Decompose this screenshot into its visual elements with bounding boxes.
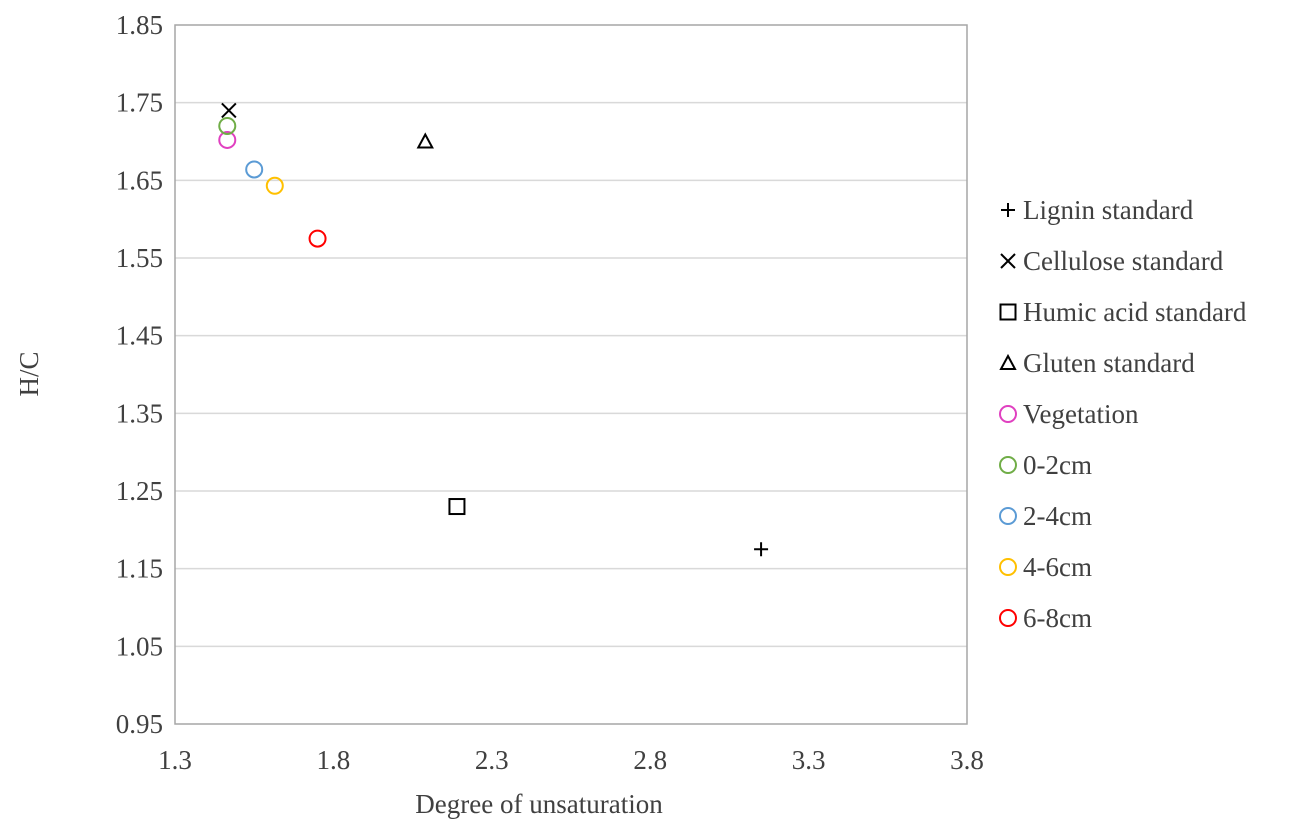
- legend-item: 6-8cm: [999, 603, 1092, 633]
- legend-label: Humic acid standard: [1023, 297, 1247, 327]
- legend-marker: [1001, 203, 1015, 217]
- legend-label: Vegetation: [1023, 399, 1139, 429]
- legend-marker: [999, 303, 1017, 321]
- x-tick-label: 3.8: [950, 745, 984, 775]
- y-axis-tick-labels: 0.95 1.05 1.15 1.25 1.35 1.45 1.55 1.65 1.75 1.85: [116, 10, 163, 739]
- legend-item: Gluten standard: [999, 348, 1195, 378]
- y-tick-label: 1.05: [116, 631, 163, 661]
- x-tick-label: 1.3: [158, 745, 192, 775]
- legend-label: 2-4cm: [1023, 501, 1092, 531]
- data-point: [218, 130, 237, 149]
- x-axis-tick-labels: 1.3 1.8 2.3 2.8 3.3 3.8: [158, 745, 984, 775]
- legend-item: Cellulose standard: [1000, 246, 1224, 276]
- data-point: [308, 229, 327, 248]
- x-tick-label: 1.8: [317, 745, 351, 775]
- y-tick-label: 1.85: [116, 10, 163, 40]
- legend-item: 4-6cm: [999, 552, 1092, 582]
- legend-label: Lignin standard: [1023, 195, 1194, 225]
- data-point: [448, 498, 466, 516]
- legend-marker: [1000, 253, 1016, 269]
- legend-item: 0-2cm: [999, 450, 1092, 480]
- data-point: [416, 132, 434, 149]
- y-tick-label: 1.35: [116, 398, 163, 428]
- y-tick-label: 1.55: [116, 243, 163, 273]
- y-tick-label: 1.45: [116, 321, 163, 351]
- y-tick-label: 1.15: [116, 554, 163, 584]
- legend-marker: [999, 507, 1017, 525]
- y-axis-title: H/C: [14, 351, 44, 396]
- data-point: [265, 176, 284, 195]
- x-tick-label: 2.3: [475, 745, 509, 775]
- x-tick-label: 3.3: [792, 745, 826, 775]
- legend-marker: [999, 558, 1017, 576]
- data-point: [218, 116, 237, 135]
- legend-label: Cellulose standard: [1023, 246, 1224, 276]
- legend-marker: [999, 405, 1017, 423]
- legend-marker: [999, 353, 1017, 370]
- y-tick-label: 1.65: [116, 165, 163, 195]
- data-point: [221, 102, 237, 119]
- data-point: [754, 542, 769, 557]
- legend-marker: [999, 609, 1017, 627]
- legend-label: 4-6cm: [1023, 552, 1092, 582]
- y-tick-label: 1.25: [116, 476, 163, 506]
- legend-item: Humic acid standard: [999, 297, 1247, 327]
- legend-label: Gluten standard: [1023, 348, 1195, 378]
- legend: Lignin standard Cellulose standard Humic a…: [999, 195, 1247, 633]
- legend-marker: [999, 456, 1017, 474]
- plot-area-frame: [174, 24, 968, 725]
- y-tick-label: 1.75: [116, 88, 163, 118]
- data-points: [218, 102, 769, 557]
- y-tick-label: 0.95: [116, 709, 163, 739]
- grid-lines: [175, 101, 967, 648]
- legend-item: 2-4cm: [999, 501, 1092, 531]
- legend-item: Lignin standard: [1001, 195, 1194, 225]
- x-axis-title: Degree of unsaturation: [415, 789, 663, 819]
- legend-label: 6-8cm: [1023, 603, 1092, 633]
- data-point: [245, 160, 264, 179]
- legend-label: 0-2cm: [1023, 450, 1092, 480]
- x-tick-label: 2.8: [633, 745, 667, 775]
- legend-item: Vegetation: [999, 399, 1139, 429]
